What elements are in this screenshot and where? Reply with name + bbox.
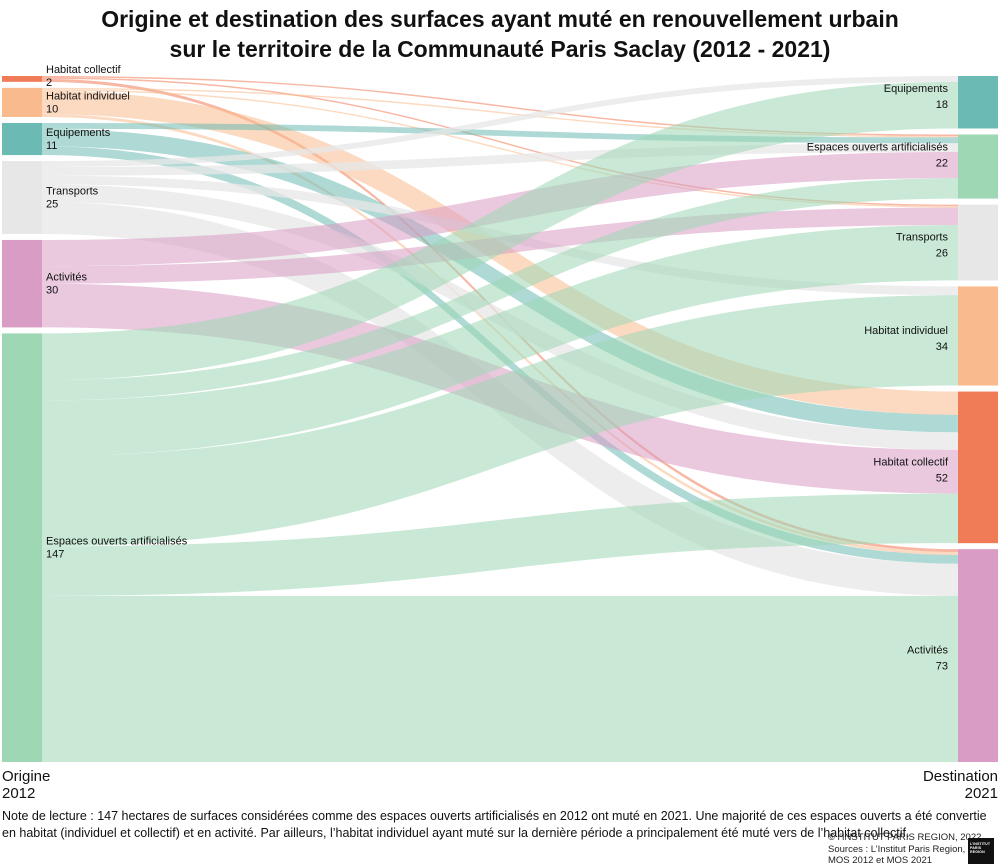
destination-value-habitat-collectif: 52 — [936, 472, 948, 484]
flow-habitat-collectif-to-transports — [42, 77, 958, 207]
destination-label-habitat-individuel: Habitat individuel — [864, 325, 948, 337]
origin-label-habitat-collectif: Habitat collectif — [46, 64, 122, 76]
source-text-1: Sources : L’Institut Paris Region, — [828, 843, 966, 855]
chart-title: Origine et destination des surfaces ayan… — [0, 4, 1000, 64]
origin-label-transports: Transports — [46, 186, 99, 198]
destination-node-activites — [958, 549, 998, 762]
flow-espaces-ouverts-artificialises-to-activites — [42, 595, 958, 762]
destination-label-equipements: Equipements — [884, 83, 949, 95]
reading-note: Note de lecture : 147 hectares de surfac… — [2, 809, 987, 840]
origin-label-habitat-individuel: Habitat individuel — [46, 90, 130, 102]
destination-node-espaces-ouverts-artificialises — [958, 134, 998, 199]
origin-label-equipements: Equipements — [46, 127, 111, 139]
destination-label-transports: Transports — [896, 232, 949, 244]
origin-value-habitat-collectif: 2 — [46, 77, 52, 89]
sankey-nodes — [2, 76, 998, 762]
chart-title-line-2: sur le territoire de la Communauté Paris… — [169, 36, 831, 62]
origin-node-habitat-collectif — [2, 76, 42, 82]
source-text-2: MOS 2012 et MOS 2021 — [828, 855, 933, 866]
flow-habitat-individuel-to-transports — [42, 89, 958, 208]
flow-espaces-ouverts-artificialises-to-espaces-ouverts-artificialises — [42, 178, 958, 401]
destination-value-activites: 73 — [936, 661, 948, 673]
destination-axis-year: 2021 — [964, 785, 998, 802]
destination-label-habitat-collectif: Habitat collectif — [873, 456, 949, 468]
flow-transports-to-equipements — [42, 76, 958, 167]
origin-axis-label: Origine — [2, 768, 51, 785]
source-footer: © l’INSTITUT PARIS REGION, 2022 Sources … — [828, 832, 981, 867]
origin-axis-year: 2012 — [2, 785, 36, 802]
destination-value-equipements: 18 — [936, 99, 948, 111]
flow-espaces-ouverts-artificialises-to-habitat-individuel — [42, 295, 958, 547]
sankey-links — [42, 76, 958, 762]
flow-habitat-collectif-to-espaces-ouverts-artificialises — [42, 76, 958, 136]
flow-habitat-individuel-to-espaces-ouverts-artificialises — [42, 87, 958, 138]
origin-node-habitat-individuel — [2, 87, 42, 117]
origin-label-activites: Activités — [46, 272, 87, 284]
destination-node-habitat-collectif — [958, 391, 998, 544]
origin-value-equipements: 11 — [46, 140, 57, 152]
copyright-text: © l’INSTITUT PARIS REGION, 2022 — [828, 832, 982, 843]
destination-node-transports — [958, 204, 998, 281]
origin-value-espaces-ouverts-artificialises: 147 — [46, 549, 64, 561]
destination-value-transports: 26 — [936, 248, 948, 260]
origin-value-habitat-individuel: 10 — [46, 103, 58, 115]
origin-node-transports — [2, 161, 42, 234]
destination-label-espaces-ouverts-artificialises: Espaces ouverts artificialisés — [807, 141, 949, 153]
chart-title-line-1: Origine et destination des surfaces ayan… — [101, 6, 899, 32]
origin-node-espaces-ouverts-artificialises — [2, 333, 42, 762]
institut-paris-region-logo: L’INSTITUT PARIS REGION — [968, 838, 994, 864]
origin-node-activites — [2, 239, 42, 328]
origin-label-espaces-ouverts-artificialises: Espaces ouverts artificialisés — [46, 536, 188, 548]
destination-axis-label: Destination — [922, 768, 998, 785]
flow-espaces-ouverts-artificialises-to-habitat-collectif — [42, 493, 958, 596]
origin-value-activites: 30 — [46, 285, 58, 297]
destination-label-activites: Activités — [907, 645, 948, 657]
destination-axis-caption: Destination 2021 — [923, 768, 998, 802]
destination-node-equipements — [958, 76, 998, 129]
origin-axis-caption: Origine 2012 — [2, 768, 50, 802]
origin-value-transports: 25 — [46, 199, 58, 211]
origin-node-equipements — [2, 122, 42, 156]
destination-node-habitat-individuel — [958, 286, 998, 386]
destination-value-habitat-individuel: 34 — [936, 341, 948, 353]
destination-value-espaces-ouverts-artificialises: 22 — [936, 157, 948, 169]
flow-espaces-ouverts-artificialises-to-transports — [42, 225, 958, 456]
flow-espaces-ouverts-artificialises-to-equipements — [42, 81, 958, 381]
